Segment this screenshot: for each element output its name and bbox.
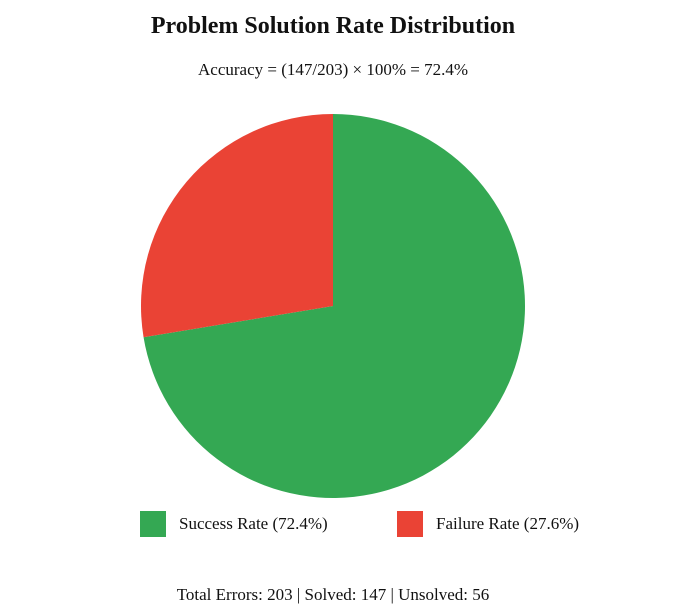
chart-title: Problem Solution Rate Distribution — [150, 13, 516, 39]
chart-subtitle: Accuracy = (147/203) × 100% = 72.4% — [198, 60, 468, 79]
chart-footer: Total Errors: 203 | Solved: 147 | Unsolv… — [176, 585, 490, 604]
legend-swatch-success — [140, 511, 166, 537]
legend-swatch-failure — [397, 511, 423, 537]
legend-item-success: Success Rate (72.4%) — [140, 511, 328, 537]
pie-slice-failure — [140, 114, 333, 338]
pie-slice-success — [143, 114, 526, 498]
legend-label-failure: Failure Rate (27.6%) — [436, 514, 580, 533]
legend-item-failure: Failure Rate (27.6%) — [397, 511, 579, 537]
legend-label-success: Success Rate (72.4%) — [179, 514, 328, 533]
